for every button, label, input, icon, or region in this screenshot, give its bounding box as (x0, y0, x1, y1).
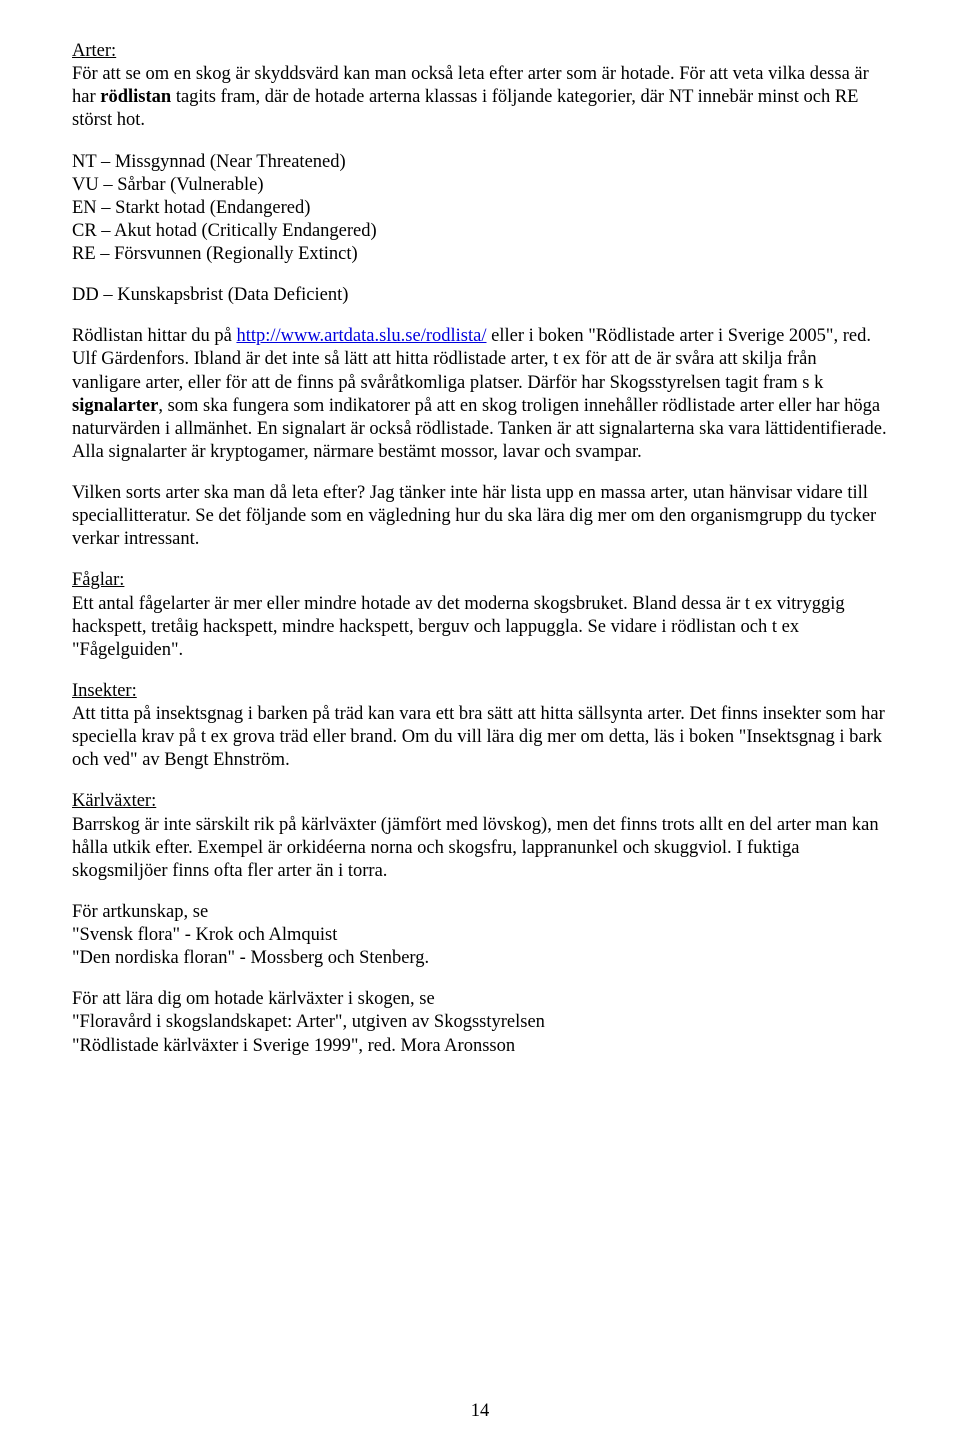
karlvaxter-body: Barrskog är inte särskilt rik på kärlväx… (72, 814, 888, 883)
category-item: RE – Försvunnen (Regionally Extinct) (72, 243, 888, 266)
ref-item: "Svensk flora" - Krok och Almquist (72, 924, 888, 947)
page-number: 14 (0, 1401, 960, 1422)
document-page: Arter: För att se om en skog är skyddsvä… (0, 0, 960, 1452)
ref-block-2: För att lära dig om hotade kärlväxter i … (72, 988, 888, 1057)
rodlista-link[interactable]: http://www.artdata.slu.se/rodlista/ (236, 326, 486, 346)
arter-paragraph-3: Vilken sorts arter ska man då leta efter… (72, 482, 888, 551)
text-span: Rödlistan hittar du på (72, 326, 236, 346)
insekter-heading: Insekter: (72, 680, 888, 703)
bold-span: signalarter (72, 396, 158, 416)
category-item: NT – Missgynnad (Near Threatened) (72, 151, 888, 174)
karlvaxter-heading: Kärlväxter: (72, 790, 888, 813)
faglar-heading: Fåglar: (72, 569, 888, 592)
ref-block-1: För artkunskap, se "Svensk flora" - Krok… (72, 901, 888, 970)
dd-line: DD – Kunskapsbrist (Data Deficient) (72, 284, 888, 307)
text-span: , som ska fungera som indikatorer på att… (72, 396, 887, 462)
ref-item: "Den nordiska floran" - Mossberg och Ste… (72, 947, 888, 970)
arter-heading: Arter: (72, 40, 888, 63)
ref-intro: För artkunskap, se (72, 901, 888, 924)
text-span: tagits fram, där de hotade arterna klass… (72, 87, 858, 130)
category-list: NT – Missgynnad (Near Threatened) VU – S… (72, 151, 888, 267)
category-item: EN – Starkt hotad (Endangered) (72, 197, 888, 220)
arter-paragraph-1: För att se om en skog är skyddsvärd kan … (72, 63, 888, 132)
ref-item: "Floravård i skogslandskapet: Arter", ut… (72, 1011, 888, 1034)
faglar-body: Ett antal fågelarter är mer eller mindre… (72, 593, 888, 662)
category-item: VU – Sårbar (Vulnerable) (72, 174, 888, 197)
category-item: CR – Akut hotad (Critically Endangered) (72, 220, 888, 243)
insekter-body: Att titta på insektsgnag i barken på trä… (72, 703, 888, 772)
arter-paragraph-2: Rödlistan hittar du på http://www.artdat… (72, 325, 888, 464)
bold-span: rödlistan (100, 87, 171, 107)
ref-item: "Rödlistade kärlväxter i Sverige 1999", … (72, 1035, 888, 1058)
ref-intro: För att lära dig om hotade kärlväxter i … (72, 988, 888, 1011)
